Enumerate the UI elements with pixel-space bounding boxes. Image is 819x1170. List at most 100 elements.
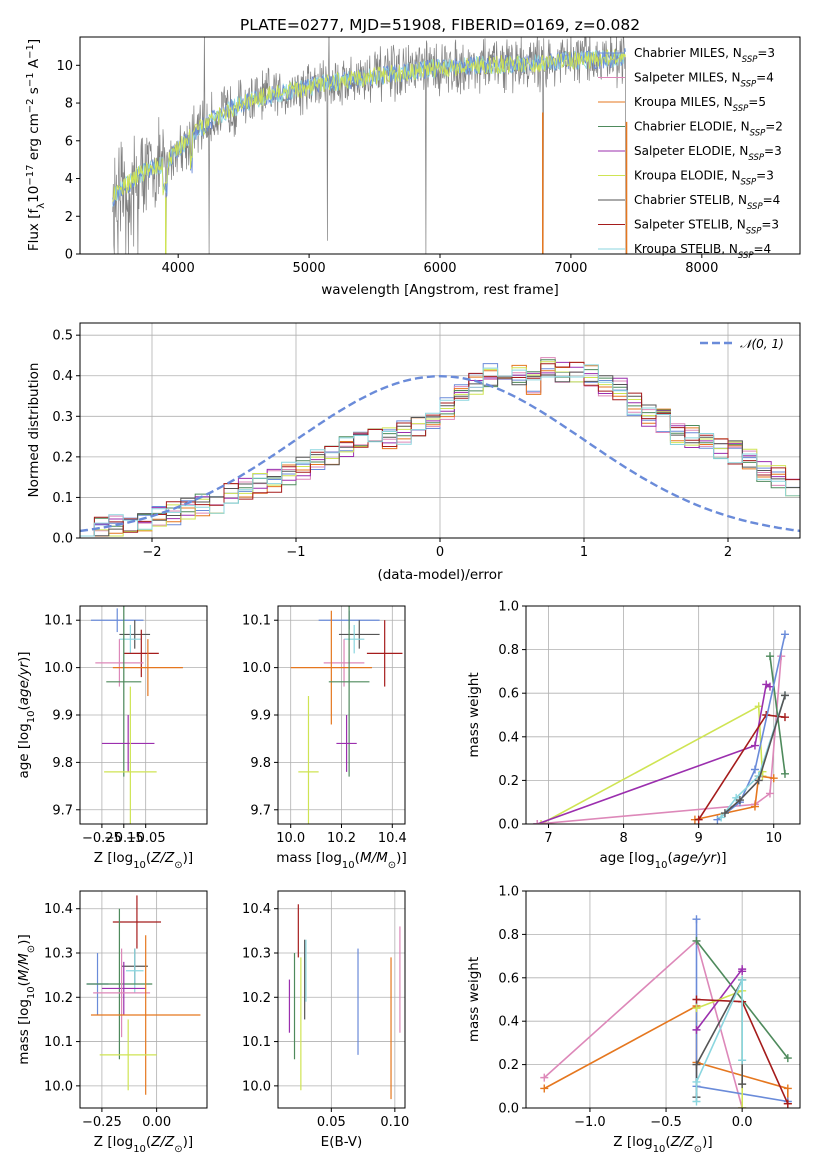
x-tick-label: 7000: [554, 261, 587, 276]
label-part: 10: [133, 860, 146, 871]
legend-text: Chabrier ELODIE, N: [634, 120, 750, 134]
mass-weight-line: [695, 979, 743, 1102]
y-tick-label: 0.8: [498, 643, 519, 658]
label-part: )]: [16, 934, 32, 945]
y-tick-label: 0.5: [52, 329, 73, 344]
mass-weight-line: [543, 939, 743, 1108]
y-tick-label: 0.4: [498, 730, 519, 745]
mass-weight-marker: [738, 967, 747, 976]
y-tick-label: 0.4: [52, 369, 73, 384]
mass-weight-line: [695, 979, 743, 1098]
mass-weight-marker: [750, 802, 759, 811]
legend-text: Kroupa MILES, N: [634, 95, 733, 109]
x-axis-label: mass [log10(M/M⊙)]: [276, 850, 406, 871]
label-part: )]: [716, 850, 727, 866]
y-tick-label: 0.2: [52, 450, 73, 465]
x-axis-label: Z [log10(Z/Z⊙)]: [613, 1134, 712, 1155]
label-part: (: [146, 850, 151, 866]
y-tick-label: 1.0: [498, 600, 519, 615]
x-axis-label: age [log10(age/yr)]: [599, 850, 726, 871]
x-axis-label: Z [log10(Z/Z⊙)]: [94, 1134, 193, 1155]
label-part: )]: [183, 1134, 194, 1150]
y-tick-label: 1.0: [498, 885, 519, 900]
mass-weight-line: [720, 695, 786, 818]
mass-weight-line: [537, 656, 782, 824]
mass-weight-marker: [738, 1080, 747, 1089]
x-tick-label: 0.00: [142, 1115, 171, 1130]
figure-title: PLATE=0277, MJD=51908, FIBERID=0169, z=0…: [240, 16, 640, 34]
y-tick-label: 10.1: [242, 614, 271, 629]
label-part: mass [log: [16, 999, 32, 1065]
y-axis-label: mass weight: [466, 957, 482, 1042]
mass-weight-marker: [720, 809, 729, 818]
mass-weight-marker: [692, 1097, 701, 1106]
x-tick-label: −1.0: [574, 1115, 606, 1130]
x-tick-label: 9: [695, 831, 703, 846]
mass-weight-marker: [540, 1073, 549, 1082]
legend-subscript: SSP: [742, 55, 758, 65]
mass-weight-marker: [765, 789, 774, 798]
y-tick-label: 6: [65, 134, 73, 149]
x-tick-label: 10.0: [276, 831, 305, 846]
label-part: (: [16, 981, 32, 986]
legend-count: =4: [754, 242, 772, 256]
label-part: )]: [396, 850, 407, 866]
axes-frame: [79, 890, 208, 1109]
legend-count: =3: [764, 144, 782, 158]
legend-text: Chabrier MILES, N: [634, 46, 742, 60]
label-part: Z [log: [94, 1134, 133, 1150]
x-tick-label: 5000: [293, 261, 326, 276]
label-part: 10: [26, 186, 42, 203]
plot-area: [288, 904, 401, 1100]
plot-area: [86, 895, 201, 1095]
y-tick-label: 0.4: [498, 1015, 519, 1030]
axes-frame: [277, 890, 406, 1109]
label-part: ⊙: [26, 945, 37, 953]
y-tick-label: 10.3: [44, 947, 73, 962]
legend-text: Salpeter STELIB, N: [634, 218, 746, 232]
label-part: ]: [26, 39, 42, 44]
mass-weight-marker: [754, 702, 763, 711]
mass-weight-marker: [692, 1025, 701, 1034]
mass-weight-marker: [783, 1099, 792, 1108]
legend-subscript: SSP: [747, 202, 763, 212]
x-tick-label: 0.05: [317, 1115, 346, 1130]
mass-weight-marker: [780, 769, 789, 778]
legend-count: =3: [756, 169, 774, 183]
mass-weight-marker: [738, 1056, 747, 1065]
plot-area: [290, 606, 403, 824]
mass-weight-marker: [750, 765, 759, 774]
legend-label: Chabrier ELODIE, NSSP=2: [634, 120, 783, 139]
y-tick-label: 10.2: [44, 991, 73, 1006]
x-tick-label: 8000: [685, 261, 718, 276]
x-axis-label: (data-model)/error: [377, 567, 503, 583]
legend-subscript: SSP: [741, 178, 757, 188]
mass-weight-marker: [533, 820, 542, 824]
x-tick-label: 6000: [423, 261, 456, 276]
normal-reference-curve: [80, 374, 800, 533]
label-part: 10: [342, 860, 355, 871]
mass-weight-marker: [769, 774, 778, 783]
plot-area: [533, 630, 789, 824]
spectrum-panel: 4000 5000 6000 7000 8000 0 2 4 6 8 10 wavelength [A…: [25, 36, 801, 298]
age-vs-metallicity-panel: −0.25−0.15−0.059.79.89.910.010.1Z [log10…: [16, 605, 208, 871]
x-tick-label: −0.5: [650, 1115, 682, 1130]
label-part: age [log: [16, 723, 32, 778]
label-part: Z [log: [613, 1134, 652, 1150]
label-part: erg cm: [26, 113, 42, 164]
legend-label: Salpeter MILES, NSSP=4: [634, 71, 774, 90]
label-part: )]: [16, 651, 32, 662]
legend-subscript: SSP: [733, 104, 749, 114]
legend-count: =3: [761, 218, 779, 232]
mass-weight-line: [769, 655, 786, 775]
legend-text: Salpeter MILES, N: [634, 71, 741, 85]
label-part: Z [log: [94, 850, 133, 866]
legend-subscript: SSP: [746, 227, 762, 237]
y-axis-label: age [log10(age/yr)]: [16, 651, 37, 778]
legend-text: Chabrier STELIB, N: [634, 193, 747, 207]
mass-weight-marker: [692, 1004, 701, 1013]
x-tick-label: 0.0: [732, 1115, 753, 1130]
x-tick-label: 10: [765, 831, 782, 846]
y-axis-label: Normed distribution: [26, 363, 42, 498]
y-tick-label: 9.7: [52, 803, 73, 818]
